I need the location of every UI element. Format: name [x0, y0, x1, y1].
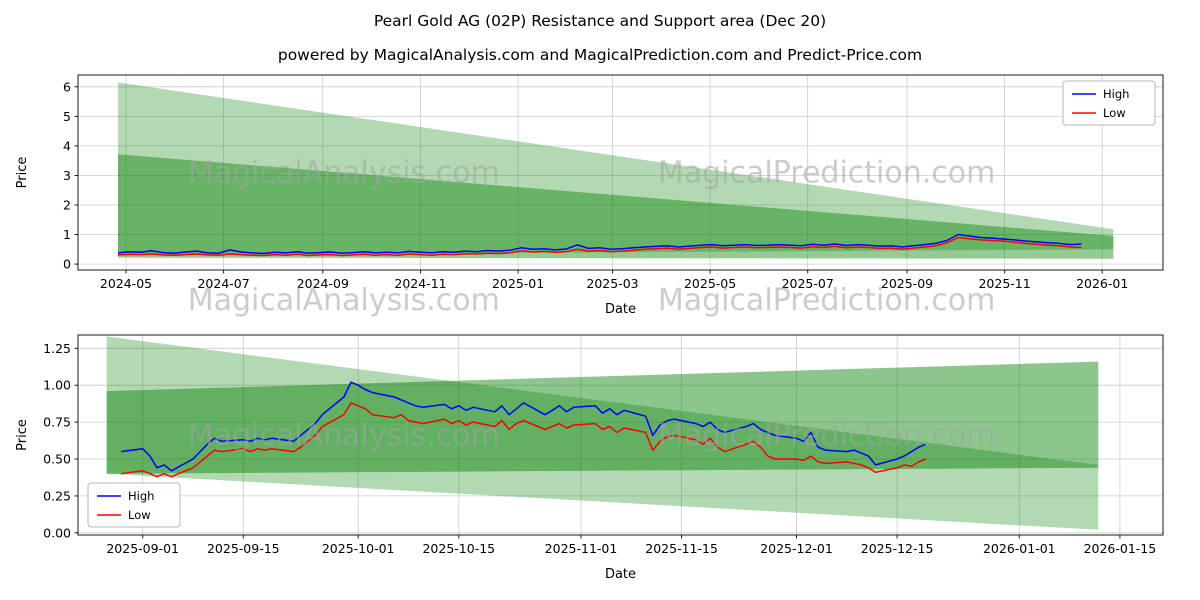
y-tick-label: 4 — [63, 138, 71, 153]
watermark-text: MagicalPrediction.com — [658, 418, 996, 453]
plot-border — [77, 74, 1164, 271]
y-tick-label: 2 — [63, 198, 71, 213]
low-line — [117, 236, 1082, 257]
legend-high-label: High — [1103, 87, 1129, 101]
y-tick-label: 0.75 — [43, 415, 71, 430]
x-tick-label: 2024-07 — [197, 276, 249, 291]
legend-low-label: Low — [1103, 106, 1126, 120]
x-tick-label: 2025-09 — [881, 276, 933, 291]
legend: High Low — [1062, 80, 1156, 126]
y-tick-label: 6 — [63, 79, 71, 94]
watermark-text: MagicalAnalysis.com — [188, 156, 500, 191]
y-axis-label: Price — [15, 419, 30, 451]
x-tick-label: 2026-01-15 — [1084, 541, 1157, 556]
y-tick-label: 3 — [63, 168, 71, 183]
top-chart: 2024-05 2024-07 2024-09 2024-11 2025-01 2025-… — [15, 74, 1164, 317]
legend-box — [87, 482, 181, 528]
x-tick-label: 2025-11-01 — [545, 541, 618, 556]
legend: High Low — [87, 482, 181, 528]
x-tick-label: 2025-11-15 — [645, 541, 718, 556]
figure-title: Pearl Gold AG (02P) Resistance and Suppo… — [373, 12, 827, 30]
y-tick-label: 1.25 — [43, 341, 71, 356]
watermark-text: MagicalPrediction.com — [658, 156, 996, 191]
watermark-row-middle: MagicalAnalysis.com MagicalPrediction.com — [188, 283, 996, 318]
x-tick-label: 2025-09-15 — [207, 541, 280, 556]
x-tick-label: 2025-12-01 — [760, 541, 833, 556]
legend-box — [1062, 80, 1156, 126]
watermark-text: MagicalAnalysis.com — [188, 283, 500, 318]
y-tick-label: 0 — [63, 257, 71, 272]
resistance-wedge-inner — [118, 154, 1114, 259]
x-tick-label: 2026-01 — [1076, 276, 1128, 291]
x-axis-label: Date — [605, 567, 636, 582]
y-tick-label: 0.00 — [43, 525, 71, 540]
x-tick-label: 2024-09 — [297, 276, 349, 291]
high-line — [121, 381, 927, 472]
x-tick-label: 2025-01 — [492, 276, 544, 291]
y-tick-label: 1 — [63, 227, 71, 242]
resistance-wedge-outer — [118, 82, 1114, 256]
watermark-text: MagicalAnalysis.com — [188, 418, 500, 453]
x-tick-label: 2025-03 — [586, 276, 638, 291]
y-tick-label: 0.50 — [43, 452, 71, 467]
x-tick-label: 2025-05 — [684, 276, 736, 291]
descending-wedge — [106, 336, 1099, 530]
x-tick-label: 2024-05 — [100, 276, 152, 291]
x-axis-label: Date — [605, 302, 636, 317]
support-band — [106, 361, 1099, 474]
x-tick-label: 2025-10-01 — [322, 541, 395, 556]
legend-high-label: High — [128, 489, 154, 503]
figure-subtitle: powered by MagicalAnalysis.com and Magic… — [277, 46, 923, 64]
bottom-chart: 2025-09-01 2025-09-15 2025-10-01 2025-10-15… — [15, 334, 1164, 582]
high-line — [117, 233, 1082, 255]
watermark-text: MagicalPrediction.com — [658, 283, 996, 318]
x-tick-label: 2025-11 — [978, 276, 1030, 291]
low-line — [121, 402, 927, 478]
x-tick-label: 2026-01-01 — [983, 541, 1056, 556]
x-tick-label: 2025-12-15 — [861, 541, 934, 556]
x-tick-label: 2025-09-01 — [106, 541, 179, 556]
y-tick-label: 0.25 — [43, 488, 71, 503]
x-tick-label: 2024-11 — [394, 276, 446, 291]
y-tick-label: 5 — [63, 109, 71, 124]
plot-border — [77, 334, 1164, 536]
x-tick-label: 2025-07 — [782, 276, 834, 291]
y-tick-label: 1.00 — [43, 378, 71, 393]
y-axis-label: Price — [15, 157, 30, 189]
legend-low-label: Low — [128, 508, 151, 522]
x-tick-label: 2025-10-15 — [422, 541, 495, 556]
